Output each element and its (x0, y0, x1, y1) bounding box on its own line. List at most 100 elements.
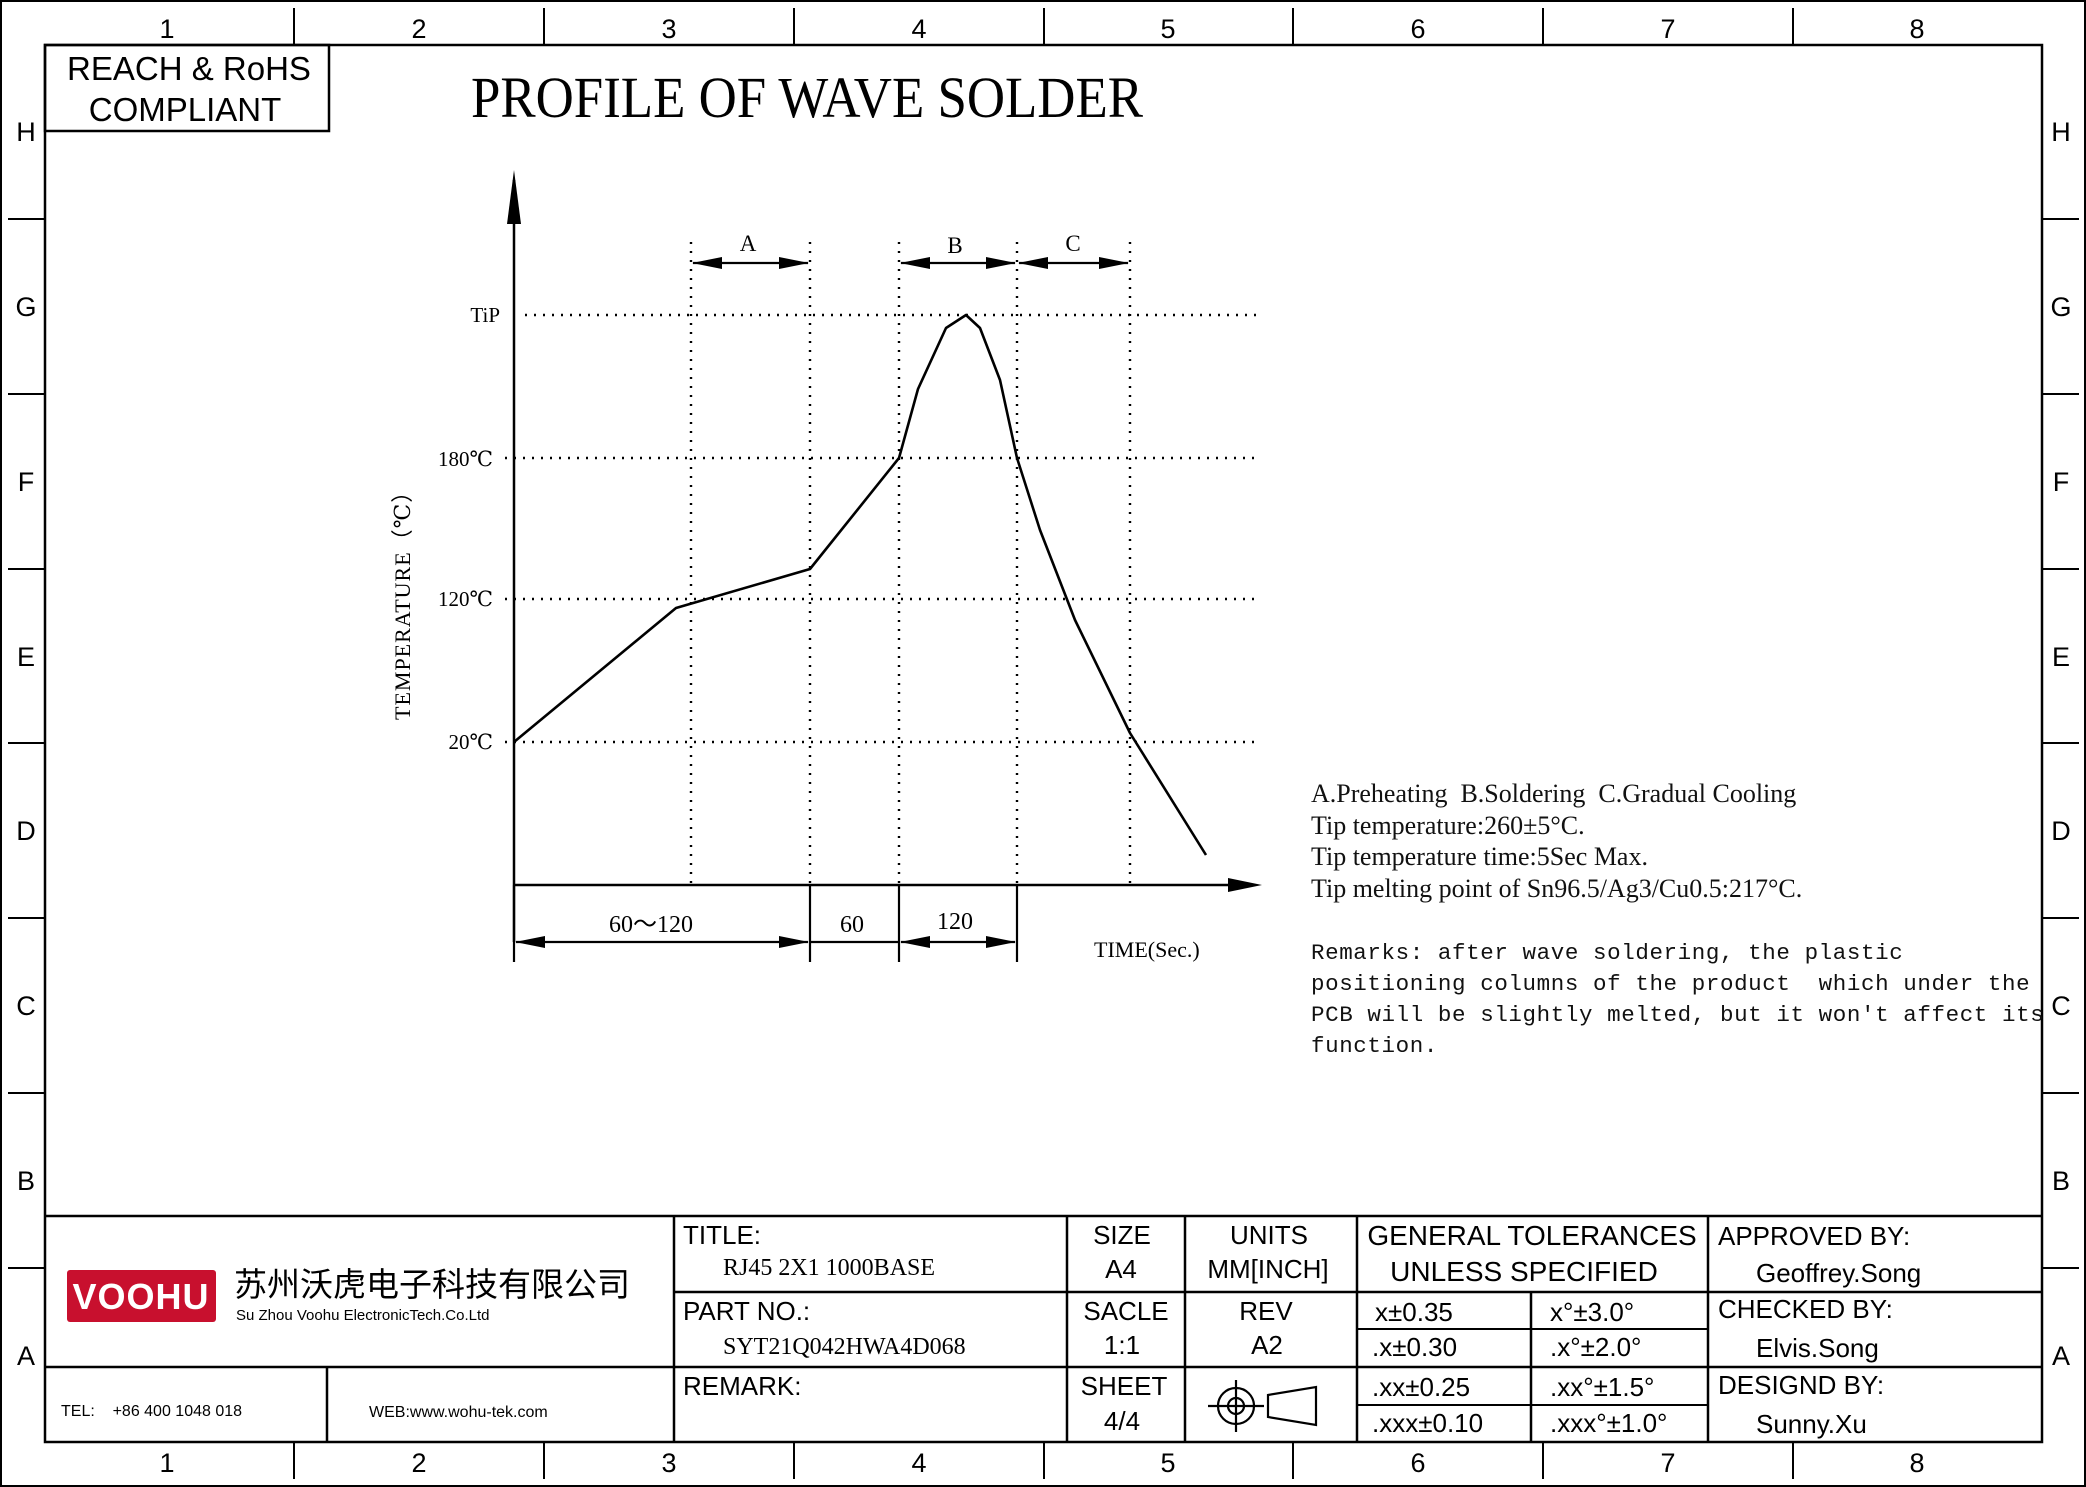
designed-value: Sunny.Xu (1756, 1409, 1867, 1439)
company-logo-text: VOOHU (72, 1276, 209, 1317)
company-logo (67, 1270, 216, 1322)
tolerance-angular: .xxx°±1.0° (1550, 1408, 1667, 1438)
process-notes: A.Preheating B.Soldering C.Gradual Cooli… (1311, 778, 2031, 904)
zone-c-label: C (1065, 231, 1080, 256)
approved-label: APPROVED BY: (1718, 1221, 1910, 1251)
row-label-right: G (2050, 292, 2071, 322)
tolerance-linear: .xxx±0.10 (1372, 1408, 1483, 1438)
title-label: TITLE: (683, 1220, 761, 1250)
row-label-left: C (16, 991, 36, 1021)
remarks-line: PCB will be slightly melted, but it won'… (1311, 1002, 2045, 1028)
compliance-line1: REACH & RoHS (67, 50, 311, 87)
col-label-bottom: 4 (911, 1448, 926, 1478)
profile-chart: TiP 180℃ 120℃ 20℃ TEMPERATURE（℃） A B C (390, 170, 1262, 962)
col-label-top: 8 (1909, 14, 1924, 44)
notes-melting-point: Tip melting point of Sn96.5/Ag3/Cu0.5:21… (1311, 873, 1803, 903)
tolerance-angular: .x°±2.0° (1550, 1332, 1641, 1362)
company-name-en: Su Zhou Voohu ElectronicTech.Co.Ltd (236, 1307, 490, 1324)
tolerance-linear: .x±0.30 (1372, 1332, 1457, 1362)
zone-ticks (8, 8, 2079, 1479)
notes-tip-temperature: Tip temperature:260±5°C. (1311, 810, 1585, 840)
row-label-right: C (2051, 991, 2071, 1021)
tolerance-angular: x°±3.0° (1550, 1297, 1634, 1327)
remarks-block: Remarks: after wave soldering, the plast… (1311, 938, 2045, 1062)
col-label-bottom: 6 (1410, 1448, 1425, 1478)
row-label-left: H (16, 117, 36, 147)
col-label-bottom: 2 (411, 1448, 426, 1478)
x-axis-arrow (1228, 878, 1262, 892)
zone-b-label: B (947, 233, 962, 258)
tolerance-linear: x±0.35 (1375, 1297, 1453, 1327)
checked-value: Elvis.Song (1756, 1333, 1879, 1363)
rev-label: REV (1239, 1296, 1293, 1326)
remarks-line: positioning columns of the product which… (1311, 971, 2031, 997)
y-axis-title: TEMPERATURE（℃） (390, 480, 415, 720)
y-level-label: TiP (470, 303, 500, 327)
notes-tip-time: Tip temperature time:5Sec Max. (1311, 842, 1648, 871)
y-level-label: 120℃ (438, 587, 493, 611)
company-name-cn: 苏州沃虎电子科技有限公司 (234, 1266, 630, 1303)
size-label: SIZE (1093, 1220, 1151, 1250)
x-axis-title: TIME(Sec.) (1094, 937, 1200, 962)
col-label-top: 3 (661, 14, 676, 44)
col-label-top: 5 (1160, 14, 1175, 44)
row-label-left: B (17, 1166, 35, 1196)
tolerance-angular: .xx°±1.5° (1550, 1372, 1654, 1402)
part-number-value: SYT21Q042HWA4D068 (723, 1334, 966, 1360)
compliance-box (43, 43, 331, 133)
col-label-bottom: 5 (1160, 1448, 1175, 1478)
col-label-top: 6 (1410, 14, 1425, 44)
col-label-top: 7 (1660, 14, 1675, 44)
y-level-label: 180℃ (438, 447, 493, 471)
row-label-right: D (2051, 816, 2071, 846)
col-label-bottom: 3 (661, 1448, 676, 1478)
third-angle-projection-icon (1208, 1380, 1318, 1432)
solder-profile-curve (513, 313, 1208, 856)
checked-label: CHECKED BY: (1718, 1294, 1893, 1324)
title-block (45, 1214, 2042, 1442)
row-label-right: B (2052, 1166, 2070, 1196)
y-level-label: 20℃ (449, 730, 494, 754)
row-label-left: A (17, 1341, 35, 1371)
sheet-label: SHEET (1081, 1371, 1168, 1401)
remark-label: REMARK: (683, 1371, 801, 1401)
col-label-bottom: 1 (159, 1448, 174, 1478)
tolerance-linear: .xx±0.25 (1372, 1372, 1470, 1402)
size-value: A4 (1105, 1254, 1137, 1284)
remarks-line: function. (1311, 1033, 1438, 1059)
remarks-line: Remarks: after wave soldering, the plast… (1311, 940, 1904, 966)
row-label-right: A (2052, 1341, 2070, 1371)
scale-value: 1:1 (1104, 1330, 1140, 1360)
y-axis-arrow (507, 170, 521, 224)
company-web: WEB:www.wohu-tek.com (369, 1404, 548, 1421)
units-label: UNITS (1230, 1220, 1308, 1250)
time-span-label: 60～120 (609, 912, 693, 938)
row-label-right: F (2053, 467, 2070, 497)
part-label: PART NO.: (683, 1296, 810, 1326)
row-label-left: G (15, 292, 36, 322)
row-label-right: E (2052, 642, 2070, 672)
time-span-label: 60 (840, 912, 864, 938)
units-value: MM[INCH] (1207, 1254, 1328, 1284)
col-label-top: 4 (911, 14, 926, 44)
title-value: RJ45 2X1 1000BASE (723, 1255, 935, 1281)
col-label-bottom: 8 (1909, 1448, 1924, 1478)
row-label-right: H (2051, 117, 2071, 147)
col-label-bottom: 7 (1660, 1448, 1675, 1478)
tolerances-title: GENERAL TOLERANCES (1367, 1220, 1696, 1251)
sheet-value: 4/4 (1104, 1406, 1140, 1436)
col-label-top: 2 (411, 14, 426, 44)
tolerances-subtitle: UNLESS SPECIFIED (1390, 1256, 1658, 1287)
compliance-line2: COMPLIANT (89, 91, 282, 128)
drawing-title: PROFILE OF WAVE SOLDER (471, 65, 1143, 130)
notes-legend-line: A.Preheating B.Soldering C.Gradual Cooli… (1311, 779, 1797, 808)
rev-value: A2 (1251, 1330, 1283, 1360)
company-tel: TEL: +86 400 1048 018 (61, 1403, 242, 1420)
time-span-label: 120 (937, 909, 973, 935)
zone-a-label: A (740, 231, 757, 256)
approved-value: Geoffrey.Song (1756, 1258, 1921, 1288)
scale-label: SACLE (1083, 1296, 1168, 1326)
col-label-top: 1 (159, 14, 174, 44)
